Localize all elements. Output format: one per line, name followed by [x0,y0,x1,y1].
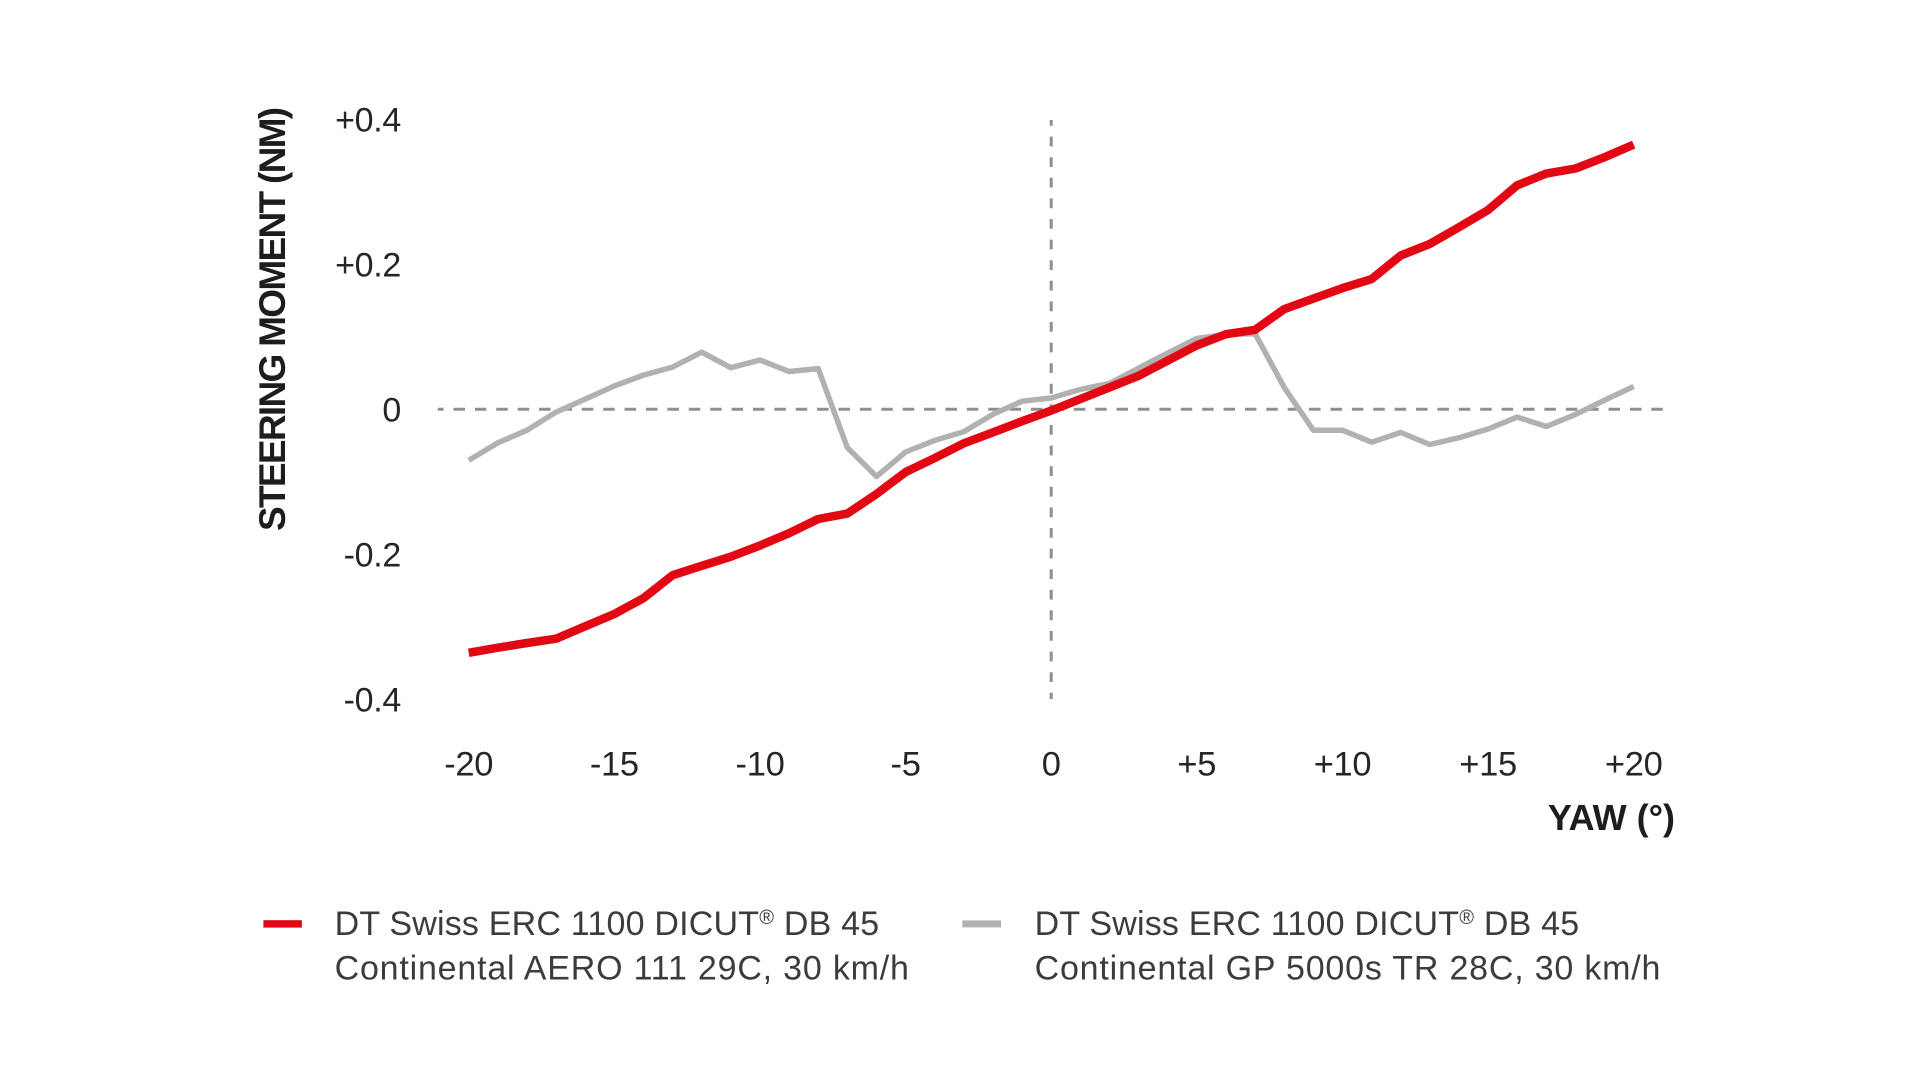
svg-text:YAW (°): YAW (°) [1548,797,1675,838]
svg-text:STEERING MOMENT (NM): STEERING MOMENT (NM) [252,108,293,531]
svg-text:0: 0 [1042,745,1061,783]
svg-text:+0.2: +0.2 [335,247,401,285]
svg-text:-0.2: -0.2 [344,537,401,575]
svg-text:-0.4: -0.4 [344,682,401,720]
svg-text:+15: +15 [1459,745,1517,783]
svg-text:-15: -15 [590,745,639,783]
svg-text:Continental GP 5000s TR 28C, 3: Continental GP 5000s TR 28C, 30 km/h [1035,949,1662,987]
svg-text:+5: +5 [1177,745,1216,783]
svg-text:Continental AERO 111 29C, 30 k: Continental AERO 111 29C, 30 km/h [335,949,910,987]
svg-text:DT Swiss ERC 1100 DICUT® DB 45: DT Swiss ERC 1100 DICUT® DB 45 [1035,905,1580,943]
svg-text:-5: -5 [891,745,921,783]
svg-text:+10: +10 [1314,745,1372,783]
svg-text:-20: -20 [444,745,493,783]
svg-text:DT Swiss ERC 1100 DICUT® DB 45: DT Swiss ERC 1100 DICUT® DB 45 [335,905,880,943]
svg-text:+0.4: +0.4 [335,102,401,140]
svg-text:0: 0 [382,392,401,430]
svg-text:+20: +20 [1605,745,1663,783]
svg-text:-10: -10 [736,745,785,783]
